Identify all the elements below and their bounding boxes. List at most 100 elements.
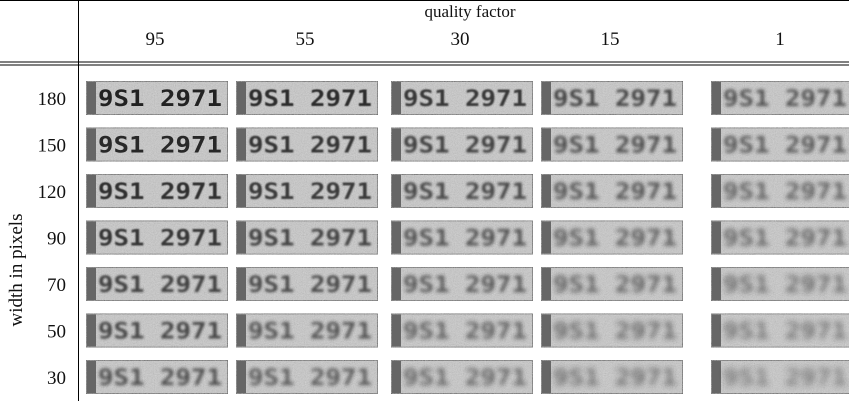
plate-text: 9S1 2971 <box>403 227 527 252</box>
plate-text: 9S1 2971 <box>403 87 527 112</box>
plate-image: 9S1 2971 <box>541 360 683 394</box>
plate-image: 9S1 2971 <box>236 360 378 394</box>
plate-text: 9S1 2971 <box>248 320 372 345</box>
plate-image: 9S1 2971 <box>711 360 849 394</box>
plate-text: 9S1 2971 <box>248 227 372 252</box>
plate-band <box>87 82 96 114</box>
plate-band <box>542 222 551 254</box>
plate-image: 9S1 2971 <box>711 221 849 255</box>
plate-text: 9S1 2971 <box>723 366 847 391</box>
plate-image: 9S1 2971 <box>391 174 533 208</box>
plate-image: 9S1 2971 <box>541 314 683 348</box>
plate-text: 9S1 2971 <box>248 180 372 205</box>
plate-image: 9S1 2971 <box>711 267 849 301</box>
plate-band <box>237 129 246 161</box>
plate-image: 9S1 2971 <box>86 128 228 162</box>
plate-band <box>237 361 246 393</box>
page: {"header": {"title": "quality factor", "… <box>0 0 849 401</box>
plate-image: 9S1 2971 <box>86 174 228 208</box>
plate-image: 9S1 2971 <box>391 81 533 115</box>
plate-band <box>712 82 721 114</box>
plate-band <box>392 82 401 114</box>
plate-image: 9S1 2971 <box>541 267 683 301</box>
plate-image: 9S1 2971 <box>541 221 683 255</box>
plate-text: 9S1 2971 <box>553 134 677 159</box>
row-header: 90 <box>47 229 66 250</box>
plate-text: 9S1 2971 <box>553 180 677 205</box>
plate-image: 9S1 2971 <box>711 81 849 115</box>
plate-text: 9S1 2971 <box>553 87 677 112</box>
plate-image: 9S1 2971 <box>391 314 533 348</box>
plate-text: 9S1 2971 <box>723 227 847 252</box>
plate-text: 9S1 2971 <box>248 87 372 112</box>
row-header: 180 <box>38 89 67 110</box>
plate-band <box>542 129 551 161</box>
plate-band <box>392 129 401 161</box>
column-header: 95 <box>146 29 165 50</box>
plate-image: 9S1 2971 <box>391 267 533 301</box>
plate-band <box>392 175 401 207</box>
column-header: 15 <box>601 29 620 50</box>
plate-band <box>237 315 246 347</box>
plate-image: 9S1 2971 <box>236 174 378 208</box>
cells: 9S1 2971 9S1 2971 9S1 2971 9S1 2971 9S1 2971… <box>86 81 849 394</box>
column-header: 55 <box>296 29 315 50</box>
plate-band <box>712 361 721 393</box>
row-header: 150 <box>38 136 67 157</box>
plate-image: 9S1 2971 <box>541 174 683 208</box>
plate-image: 9S1 2971 <box>236 81 378 115</box>
plate-image: 9S1 2971 <box>711 128 849 162</box>
column-header: 30 <box>451 29 470 50</box>
plate-text: 9S1 2971 <box>248 134 372 159</box>
plate-band <box>712 129 721 161</box>
plate-band <box>712 222 721 254</box>
plate-band <box>392 315 401 347</box>
plate-image: 9S1 2971 <box>86 267 228 301</box>
plate-band <box>712 175 721 207</box>
plate-band <box>392 222 401 254</box>
plate-text: 9S1 2971 <box>403 273 527 298</box>
plate-band <box>542 175 551 207</box>
plate-band <box>237 222 246 254</box>
plate-image: 9S1 2971 <box>86 221 228 255</box>
plate-image: 9S1 2971 <box>236 221 378 255</box>
row-header: 70 <box>47 275 66 296</box>
plate-image: 9S1 2971 <box>391 128 533 162</box>
plate-text: 9S1 2971 <box>553 320 677 345</box>
plate-text: 9S1 2971 <box>403 134 527 159</box>
plate-band <box>237 268 246 300</box>
row-header: 50 <box>47 322 66 343</box>
plate-text: 9S1 2971 <box>723 320 847 345</box>
plate-band <box>87 268 96 300</box>
plate-image: 9S1 2971 <box>236 314 378 348</box>
plate-image: 9S1 2971 <box>541 81 683 115</box>
plate-image: 9S1 2971 <box>391 360 533 394</box>
plate-image: 9S1 2971 <box>391 221 533 255</box>
plate-text: 9S1 2971 <box>553 366 677 391</box>
plate-text: 9S1 2971 <box>98 180 222 205</box>
plate-text: 9S1 2971 <box>553 227 677 252</box>
plate-band <box>87 361 96 393</box>
plate-band <box>87 222 96 254</box>
plate-text: 9S1 2971 <box>98 320 222 345</box>
plate-band <box>237 175 246 207</box>
plate-text: 9S1 2971 <box>723 180 847 205</box>
plate-image: 9S1 2971 <box>541 128 683 162</box>
plate-text: 9S1 2971 <box>248 366 372 391</box>
plate-image: 9S1 2971 <box>236 128 378 162</box>
plate-text: 9S1 2971 <box>723 273 847 298</box>
plate-band <box>542 82 551 114</box>
plate-band <box>542 315 551 347</box>
plate-text: 9S1 2971 <box>403 320 527 345</box>
plate-text: 9S1 2971 <box>403 366 527 391</box>
plate-image: 9S1 2971 <box>711 174 849 208</box>
figure-table: quality factor width in pixels 9S1 29719… <box>0 0 849 401</box>
plate-band <box>87 315 96 347</box>
plate-text: 9S1 2971 <box>248 273 372 298</box>
plate-band <box>542 268 551 300</box>
plate-text: 9S1 2971 <box>98 134 222 159</box>
plate-image: 9S1 2971 <box>86 314 228 348</box>
plate-text: 9S1 2971 <box>98 273 222 298</box>
column-header: 1 <box>775 29 785 50</box>
plate-text: 9S1 2971 <box>403 180 527 205</box>
